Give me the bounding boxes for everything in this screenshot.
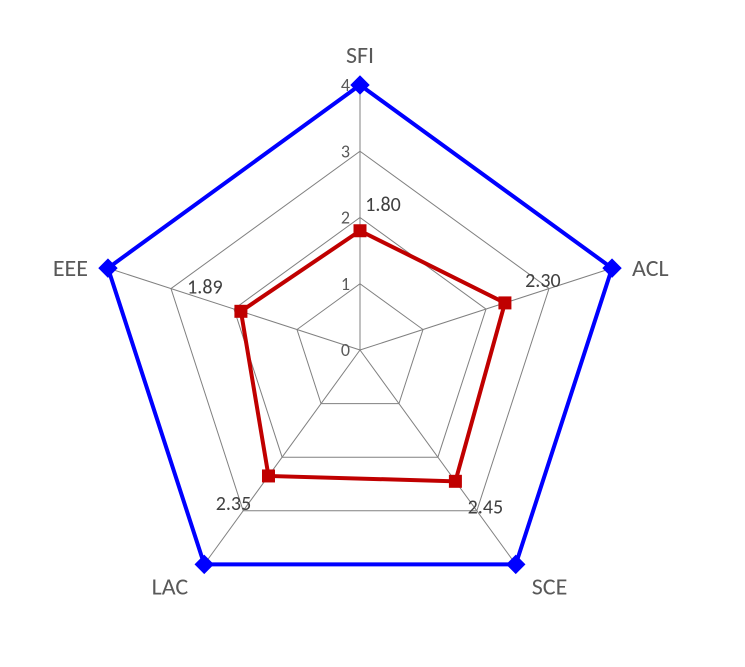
tick-label: 0 bbox=[341, 339, 350, 361]
series-inner-line bbox=[241, 231, 505, 482]
series-inner-marker bbox=[354, 225, 366, 237]
series-outer-marker bbox=[195, 555, 213, 573]
axis-label: EEE bbox=[53, 254, 88, 283]
axis-label: LAC bbox=[152, 572, 189, 601]
series-outer-marker bbox=[507, 555, 525, 573]
tick-label: 3 bbox=[341, 140, 350, 162]
grid-spoke bbox=[108, 268, 360, 350]
value-label: 1.80 bbox=[365, 193, 400, 217]
series-inner-marker bbox=[449, 475, 461, 487]
value-label: 2.45 bbox=[468, 495, 503, 519]
tick-label: 1 bbox=[341, 273, 350, 295]
grid-spoke bbox=[360, 268, 612, 350]
series-inner-marker bbox=[235, 305, 247, 317]
value-label: 2.35 bbox=[216, 492, 251, 516]
series-inner-marker bbox=[262, 470, 274, 482]
radar-chart: 012341.802.302.452.351.89SFIACLSCELACEEE bbox=[0, 0, 745, 667]
series-inner-marker bbox=[499, 297, 511, 309]
value-label: 1.89 bbox=[187, 275, 222, 299]
value-label: 2.30 bbox=[525, 269, 560, 293]
axis-label: SCE bbox=[532, 572, 568, 601]
axis-label: ACL bbox=[632, 254, 669, 283]
tick-label: 2 bbox=[341, 207, 350, 229]
axis-label: SFI bbox=[346, 41, 374, 70]
